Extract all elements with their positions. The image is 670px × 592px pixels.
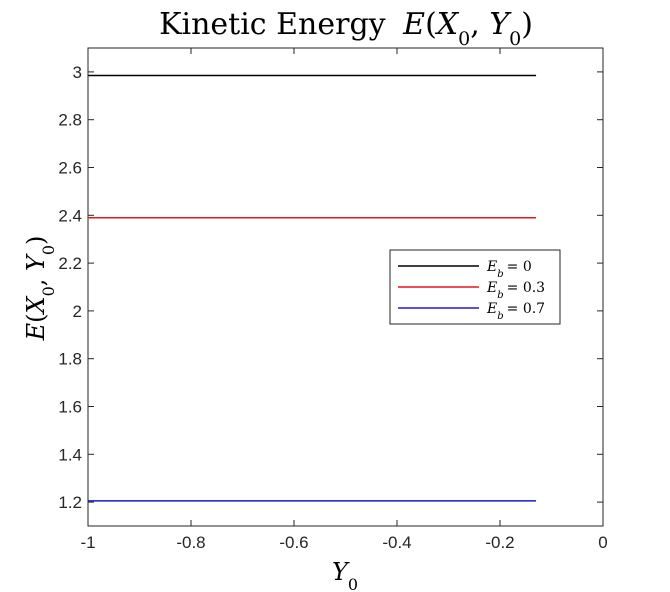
y-tick-label: 1.8: [58, 350, 82, 369]
y-tick-label: 2.2: [58, 254, 82, 273]
legend: Eb = 0 Eb = 0.3 Eb = 0.7: [389, 249, 561, 325]
y-axis-ticks: [88, 71, 603, 503]
legend-label-eb-0-3: Eb = 0.3: [486, 280, 545, 301]
y-tick-label: 1.6: [58, 398, 82, 417]
y-axis-label: E(X0, Y0): [22, 236, 58, 342]
x-axis-ticks: [87, 48, 604, 526]
x-tick-label: -0.2: [485, 533, 514, 552]
y-tick-label: 2.4: [58, 206, 82, 225]
legend-label-eb-0-7: Eb = 0.7: [486, 301, 545, 322]
x-tick-label: -0.6: [279, 533, 308, 552]
chart-title-prefix: Kinetic Energy: [159, 7, 386, 42]
x-tick-label: -0.8: [176, 533, 205, 552]
x-tick-label: 0: [598, 533, 607, 552]
chart-title: Kinetic Energy E(X0, Y0): [159, 7, 533, 50]
legend-label-eb-0: Eb = 0: [486, 259, 532, 280]
x-axis-tick-labels: -1 -0.8 -0.6 -0.4 -0.2 0: [80, 533, 607, 552]
series-lines: [88, 74, 537, 502]
y-tick-label: 2: [73, 302, 82, 321]
y-axis-tick-labels: 1.2 1.4 1.6 1.8 2 2.2 2.4 2.6 2.8 3: [58, 63, 82, 512]
x-tick-label: -1: [80, 533, 95, 552]
y-tick-label: 1.2: [58, 493, 82, 512]
y-tick-label: 2.6: [58, 159, 82, 178]
y-tick-label: 1.4: [58, 445, 82, 464]
x-axis-label: Y0: [332, 558, 358, 592]
x-tick-label: -0.4: [382, 533, 411, 552]
y-tick-label: 3: [73, 63, 82, 82]
y-tick-label: 2.8: [58, 111, 82, 130]
